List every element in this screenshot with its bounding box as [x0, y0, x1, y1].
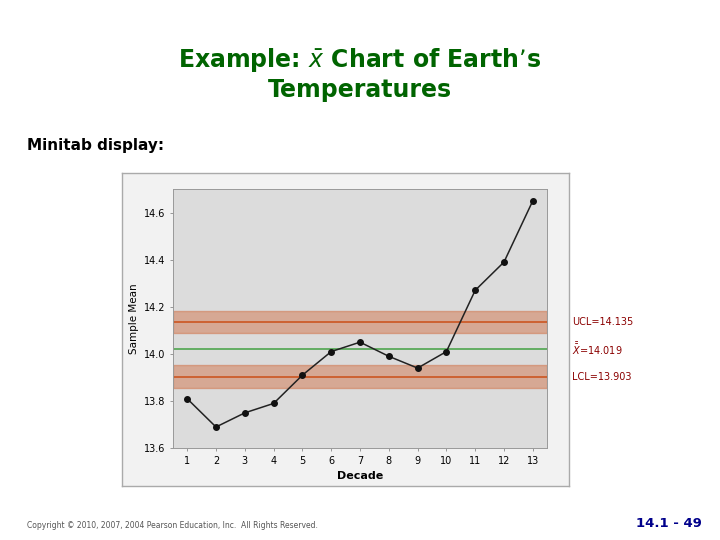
- X-axis label: Decade: Decade: [337, 471, 383, 481]
- Bar: [173, 366, 547, 388]
- Text: UCL=14.135: UCL=14.135: [572, 317, 634, 327]
- Bar: [173, 311, 547, 333]
- Text: 14.1 - 49: 14.1 - 49: [636, 517, 702, 530]
- Text: LCL=13.903: LCL=13.903: [572, 372, 632, 382]
- Text: Copyright © 2010, 2007, 2004 Pearson Education, Inc.  All Rights Reserved.: Copyright © 2010, 2007, 2004 Pearson Edu…: [27, 521, 318, 530]
- Text: Temperatures: Temperatures: [268, 78, 452, 102]
- Text: $\bar{\bar{X}}$=14.019: $\bar{\bar{X}}$=14.019: [572, 341, 623, 357]
- Text: Example: $\bar{x}$ Chart of Earth’s: Example: $\bar{x}$ Chart of Earth’s: [179, 46, 541, 74]
- Y-axis label: Sample Mean: Sample Mean: [130, 284, 140, 354]
- Text: Minitab display:: Minitab display:: [27, 138, 164, 153]
